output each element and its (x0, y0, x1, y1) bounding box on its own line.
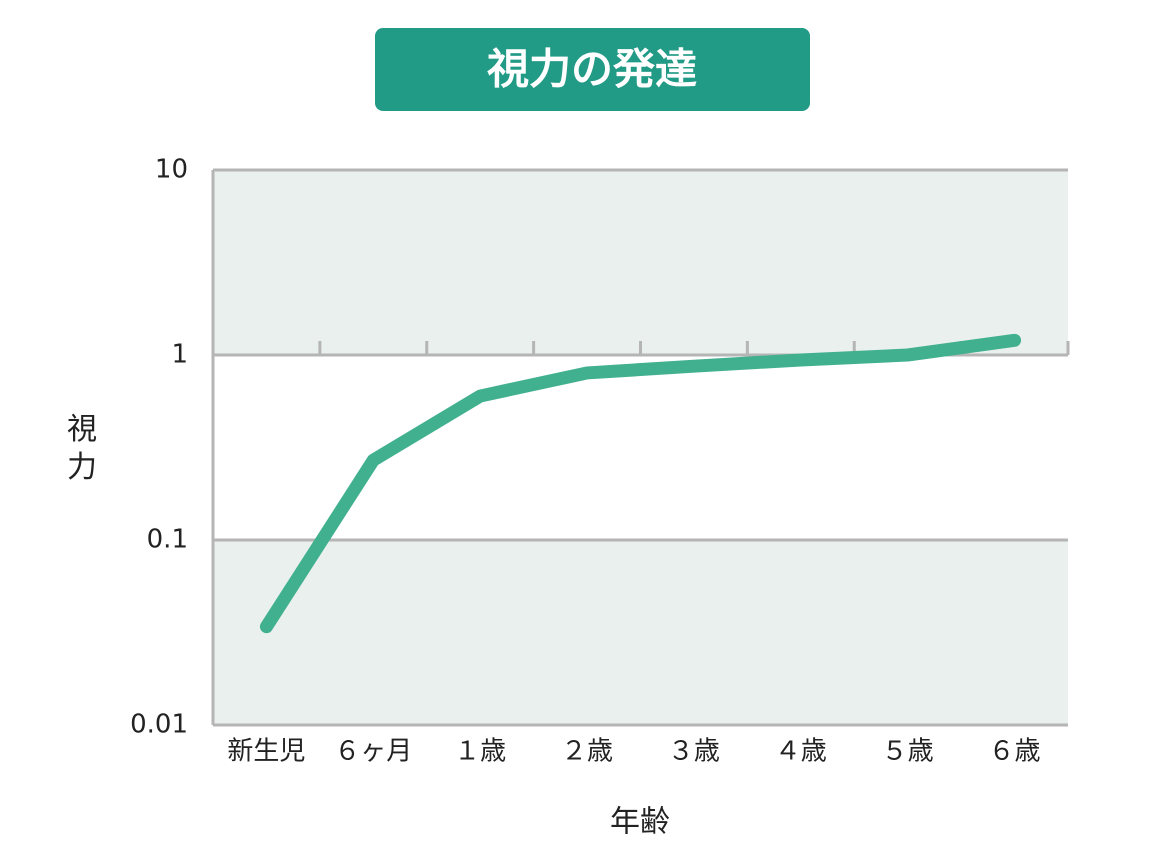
x-tick-label: ６ヶ月 (334, 737, 412, 767)
y-tick-label: 0.01 (130, 710, 188, 740)
x-tick-label: ５歳 (882, 737, 934, 767)
data-line (259, 333, 1022, 634)
title-box (375, 28, 810, 111)
plot-band (213, 170, 1068, 355)
x-tick-label: ２歳 (561, 737, 613, 767)
x-tick-label: ４歳 (775, 737, 827, 767)
plot-background (213, 170, 1068, 725)
plot-band (213, 355, 1068, 540)
x-tick-label: ６歳 (989, 737, 1041, 767)
y-axis-label: 視力 (67, 412, 97, 485)
x-tick-label: １歳 (454, 737, 506, 767)
x-tick-label: 新生児 (227, 737, 305, 767)
y-tick-label: 0.1 (147, 525, 188, 555)
x-axis-label: 年齢 (610, 805, 670, 840)
y-tick-label: 1 (171, 340, 188, 370)
plot-band (213, 540, 1068, 725)
x-tick-label: ３歳 (668, 737, 720, 767)
chart-title: 視力の発達 (487, 45, 697, 94)
y-tick-label: 10 (155, 155, 188, 185)
